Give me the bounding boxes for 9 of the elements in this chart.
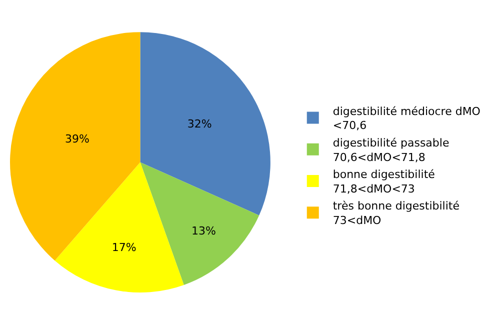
data-label: 17% xyxy=(112,240,136,254)
data-label: 32% xyxy=(187,117,212,130)
pie-slice xyxy=(54,162,184,292)
data-label: 39% xyxy=(65,132,90,146)
legend-label: très bonne digestibilité 73<dMO xyxy=(332,200,460,228)
pie-slice xyxy=(140,162,260,285)
data-label: 13% xyxy=(191,224,216,238)
pie-slice xyxy=(10,32,140,261)
pie-slice xyxy=(140,32,270,216)
